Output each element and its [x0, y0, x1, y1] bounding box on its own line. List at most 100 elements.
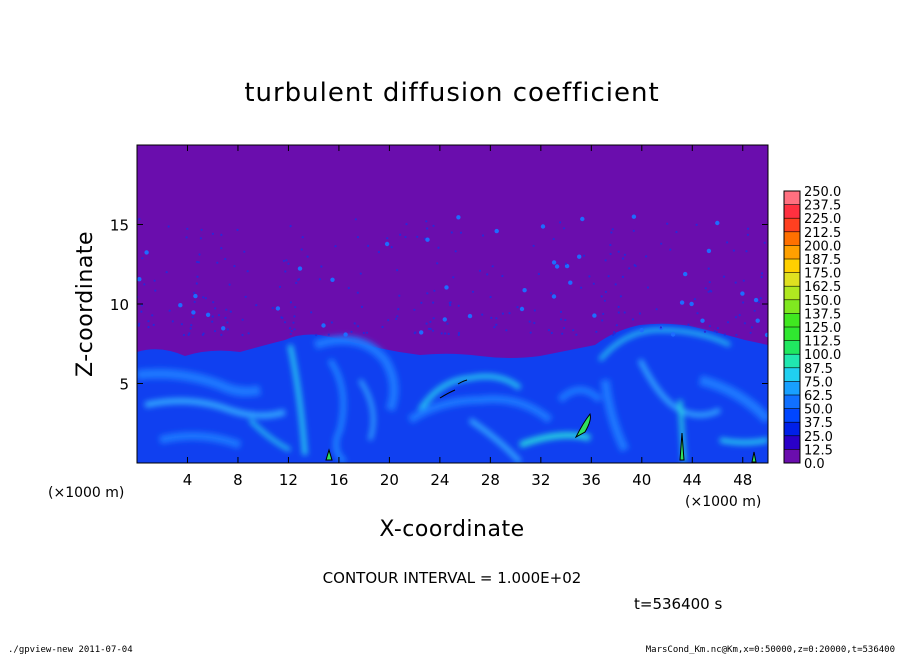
- turbulence-speck: [200, 228, 203, 231]
- turbulence-speck: [244, 295, 247, 298]
- turbulence-speck: [282, 259, 285, 262]
- turbulence-speck: [356, 325, 360, 328]
- turbulence-speck: [365, 331, 369, 334]
- turbulence-speck: [519, 306, 525, 312]
- x-tick-label: 12: [279, 471, 298, 489]
- turbulence-speck: [315, 333, 318, 337]
- turbulence-speck: [425, 322, 428, 325]
- turbulence-speck: [745, 250, 748, 253]
- turbulence-speck: [753, 297, 759, 303]
- turbulence-speck: [592, 282, 595, 285]
- turbulence-speck: [204, 297, 207, 300]
- turbulence-speck: [321, 323, 326, 328]
- turbulence-speck: [707, 267, 710, 270]
- colorbar-swatch: [784, 259, 800, 273]
- turbulence-speck: [195, 282, 198, 285]
- turbulence-speck: [693, 298, 697, 301]
- turbulence-speck: [297, 266, 303, 271]
- turbulence-speck: [211, 315, 214, 318]
- turbulence-speck: [190, 324, 193, 327]
- turbulence-speck: [696, 312, 699, 315]
- turbulence-speck: [706, 248, 712, 254]
- turbulence-speck: [600, 295, 603, 298]
- turbulence-speck: [551, 260, 557, 265]
- x-axis-label: X-coordinate: [379, 517, 524, 542]
- turbulence-speck: [137, 277, 142, 282]
- colorbar-swatch: [784, 204, 800, 219]
- colorbar-label: 200.0: [804, 239, 841, 254]
- turbulence-speck: [580, 216, 585, 222]
- turbulence-speck: [188, 332, 191, 335]
- colorbar-label: 212.5: [804, 226, 841, 241]
- turbulence-speck: [360, 305, 364, 308]
- turbulence-speck: [138, 218, 141, 221]
- turbulence-speck: [330, 321, 333, 324]
- colorbar-swatch: [784, 435, 800, 450]
- turbulence-speck: [193, 291, 196, 294]
- turbulence-speck: [615, 324, 618, 327]
- x-tick-label: 48: [733, 471, 752, 489]
- turbulence-speck: [356, 236, 359, 239]
- turbulence-speck: [350, 330, 353, 333]
- turbulence-speck: [416, 235, 419, 238]
- turbulence-speck: [549, 292, 553, 295]
- turbulence-speck: [563, 326, 566, 330]
- turbulence-speck: [225, 308, 228, 311]
- x-tick-label: 16: [329, 471, 348, 489]
- turbulence-speck: [228, 283, 231, 286]
- colorbar-label: 62.5: [804, 389, 833, 404]
- turbulence-speck: [459, 231, 463, 234]
- turbulence-speck: [617, 250, 620, 253]
- colorbar-label: 25.0: [804, 430, 833, 445]
- colorbar-label: 125.0: [804, 321, 841, 336]
- turbulence-speck: [278, 285, 282, 288]
- turbulence-speck: [760, 275, 763, 279]
- x-tick-label: 24: [430, 471, 449, 489]
- turbulence-speck: [285, 259, 288, 262]
- turbulence-speck: [568, 280, 573, 285]
- turbulence-speck: [742, 279, 745, 282]
- turbulence-speck: [722, 275, 726, 278]
- colorbar-swatch: [784, 395, 800, 409]
- turbulence-speck: [639, 328, 644, 333]
- turbulence-speck: [609, 243, 612, 247]
- x-tick-label: 40: [632, 471, 651, 489]
- turbulence-speck: [604, 259, 607, 262]
- turbulence-speck: [646, 286, 650, 289]
- turbulence-speck: [709, 289, 712, 292]
- turbulence-speck: [490, 316, 493, 319]
- turbulent-plumes: [137, 327, 768, 463]
- turbulence-speck: [457, 331, 461, 335]
- turbulence-speck: [621, 275, 625, 278]
- turbulence-speck: [572, 329, 575, 332]
- turbulence-speck: [413, 332, 416, 335]
- turbulence-speck: [420, 301, 423, 304]
- turbulence-speck: [734, 281, 737, 284]
- turbulence-speck: [604, 290, 608, 293]
- turbulence-speck: [437, 246, 440, 249]
- turbulence-speck: [330, 277, 335, 282]
- colorbar-swatch: [784, 191, 800, 205]
- turbulence-speck: [704, 287, 707, 290]
- chart-title: turbulent diffusion coefficient: [244, 78, 659, 108]
- colorbar-label: 137.5: [804, 307, 841, 322]
- turbulence-speck: [495, 317, 498, 320]
- y-tick-label: 15: [110, 217, 129, 235]
- colorbar-label: 237.5: [804, 199, 841, 214]
- turbulence-speck: [432, 224, 435, 227]
- y-tick-label: 10: [110, 296, 129, 314]
- turbulence-speck: [353, 322, 356, 325]
- turbulence-speck: [233, 265, 236, 268]
- x-tick-label: 44: [683, 471, 702, 489]
- turbulence-speck: [147, 326, 150, 329]
- turbulence-speck: [749, 331, 752, 334]
- turbulence-speck: [454, 250, 457, 253]
- turbulence-speck: [386, 237, 389, 240]
- turbulence-speck: [764, 332, 768, 338]
- turbulence-speck: [735, 333, 738, 337]
- turbulence-speck: [449, 304, 452, 307]
- colorbar-label: 50.0: [804, 403, 833, 418]
- colorbar-label: 0.0: [804, 457, 825, 472]
- turbulence-speck: [425, 237, 430, 242]
